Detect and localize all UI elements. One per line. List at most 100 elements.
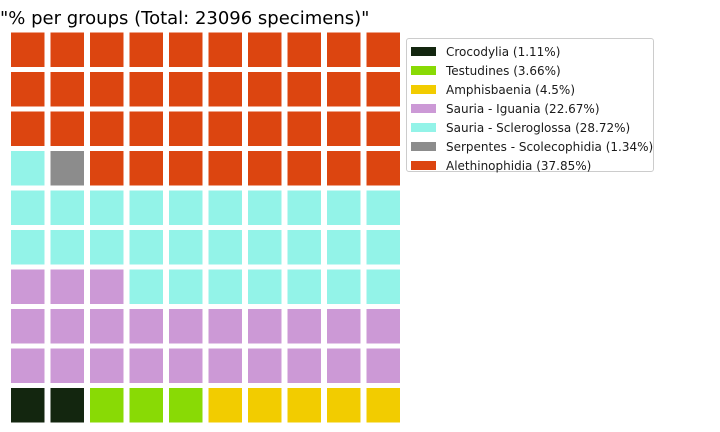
waffle-cell (208, 32, 242, 67)
waffle-cell (248, 230, 282, 265)
waffle-cell (366, 348, 400, 383)
waffle-cell (208, 72, 242, 107)
waffle-cell (327, 111, 361, 146)
legend-item: Sauria - Scleroglossa (28.72%) (411, 118, 653, 137)
waffle-cell (169, 151, 203, 186)
waffle-cell (11, 230, 45, 265)
waffle-cell (11, 190, 45, 225)
waffle-cell (11, 269, 45, 304)
waffle-cell (169, 348, 203, 383)
waffle-cell (327, 269, 361, 304)
waffle-cell (90, 72, 124, 107)
waffle-cell (248, 111, 282, 146)
waffle-cell (366, 388, 400, 423)
waffle-cell (248, 388, 282, 423)
waffle-cell (90, 348, 124, 383)
waffle-cell (208, 348, 242, 383)
waffle-cell (208, 388, 242, 423)
waffle-cell (129, 230, 163, 265)
legend-label: Serpentes - Scolecophidia (1.34%) (446, 139, 654, 154)
waffle-cell (50, 111, 84, 146)
waffle-cell (208, 111, 242, 146)
waffle-cell (169, 190, 203, 225)
waffle-cell (366, 72, 400, 107)
legend-swatch (411, 123, 436, 132)
waffle-cell (327, 348, 361, 383)
waffle-cell (50, 72, 84, 107)
waffle-cell (287, 151, 321, 186)
waffle-cell (287, 32, 321, 67)
legend-label: Testudines (3.66%) (446, 63, 561, 78)
legend-swatch (411, 66, 436, 75)
waffle-cell (50, 309, 84, 344)
waffle-cell (129, 348, 163, 383)
waffle-cell (169, 388, 203, 423)
waffle-cell (169, 32, 203, 67)
legend-item: Testudines (3.66%) (411, 61, 653, 80)
waffle-cell (248, 269, 282, 304)
waffle-cell (90, 309, 124, 344)
waffle-cell (287, 230, 321, 265)
waffle-cell (327, 230, 361, 265)
waffle-cell (366, 151, 400, 186)
legend-label: Sauria - Scleroglossa (28.72%) (446, 120, 631, 135)
waffle-cell (90, 32, 124, 67)
waffle-cell (248, 348, 282, 383)
legend-item: Crocodylia (1.11%) (411, 42, 653, 61)
waffle-cell (366, 309, 400, 344)
legend-item: Serpentes - Scolecophidia (1.34%) (411, 137, 653, 156)
legend-swatch (411, 104, 436, 113)
waffle-cell (11, 388, 45, 423)
legend-swatch (411, 161, 436, 170)
waffle-cell (248, 309, 282, 344)
waffle-cell (50, 230, 84, 265)
waffle-cell (50, 190, 84, 225)
legend-label: Alethinophidia (37.85%) (446, 158, 592, 173)
legend-label: Sauria - Iguania (22.67%) (446, 101, 600, 116)
waffle-cell (208, 190, 242, 225)
waffle-cell (50, 348, 84, 383)
waffle-cell (327, 190, 361, 225)
waffle-cell (287, 111, 321, 146)
waffle-cell (169, 111, 203, 146)
waffle-cell (129, 32, 163, 67)
legend-label: Crocodylia (1.11%) (446, 44, 561, 59)
waffle-cell (50, 151, 84, 186)
waffle-cell (11, 151, 45, 186)
waffle-cell (366, 269, 400, 304)
waffle-cell (11, 111, 45, 146)
legend-label: Amphisbaenia (4.5%) (446, 82, 576, 97)
legend-item: Amphisbaenia (4.5%) (411, 80, 653, 99)
waffle-cell (248, 72, 282, 107)
legend-swatch (411, 47, 436, 56)
waffle-cell (208, 309, 242, 344)
waffle-cell (327, 151, 361, 186)
legend-item: Sauria - Iguania (22.67%) (411, 99, 653, 118)
waffle-cell (11, 72, 45, 107)
waffle-cell (169, 269, 203, 304)
waffle-cell (90, 388, 124, 423)
waffle-cell (129, 190, 163, 225)
waffle-cell (208, 230, 242, 265)
waffle-cell (129, 151, 163, 186)
waffle-cell (208, 269, 242, 304)
waffle-cell (90, 111, 124, 146)
waffle-cell (287, 72, 321, 107)
waffle-cell (248, 32, 282, 67)
legend: Crocodylia (1.11%) Testudines (3.66%) Amph… (406, 38, 654, 175)
waffle-cell (129, 72, 163, 107)
waffle-cell (90, 151, 124, 186)
waffle-cell (287, 309, 321, 344)
waffle-cell (129, 309, 163, 344)
waffle-cell (366, 190, 400, 225)
chart-title: "% per groups (Total: 23096 specimens)" (0, 8, 370, 29)
waffle-cell (11, 348, 45, 383)
waffle-cell (327, 309, 361, 344)
waffle-cell (287, 388, 321, 423)
waffle-cell (287, 190, 321, 225)
waffle-cell (366, 230, 400, 265)
waffle-cell (129, 269, 163, 304)
legend-item: Alethinophidia (37.85%) (411, 156, 653, 175)
waffle-cell (129, 111, 163, 146)
